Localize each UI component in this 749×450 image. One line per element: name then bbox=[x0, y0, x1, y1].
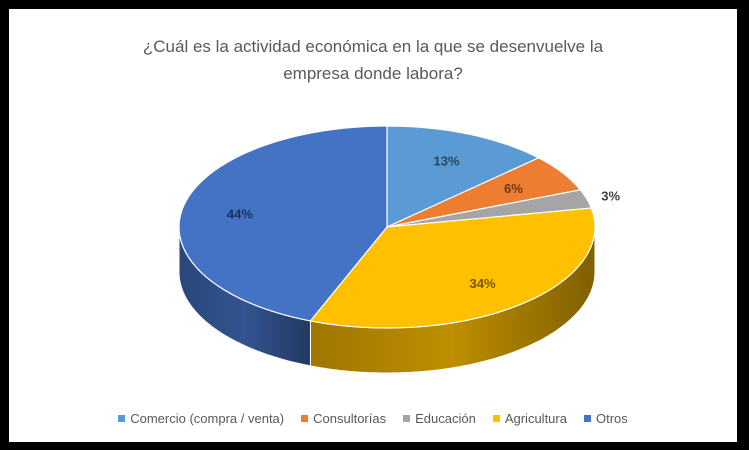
pie-slice-otros bbox=[178, 125, 388, 322]
legend-label-0: Comercio (compra / venta) bbox=[130, 411, 285, 426]
data-label-2: 3% bbox=[601, 188, 620, 203]
legend-label-3: Agricultura bbox=[504, 411, 567, 426]
data-label-4: 44% bbox=[227, 206, 253, 221]
legend-item-2: Educación bbox=[403, 411, 476, 426]
pie-slice-educaci-n bbox=[386, 189, 592, 228]
chart-area: ¿Cuál es la actividad económica en la qu… bbox=[9, 9, 737, 442]
chart-title-line-1: ¿Cuál es la actividad económica en la qu… bbox=[142, 37, 604, 56]
legend-item-3: Agricultura bbox=[492, 411, 567, 426]
chart-legend: Comercio (compra / venta) Consultorías Edu… bbox=[9, 411, 737, 426]
data-label-3: 34% bbox=[469, 276, 495, 291]
chart-title: ¿Cuál es la actividad económica en la qu… bbox=[9, 33, 737, 87]
legend-item-0: Comercio (compra / venta) bbox=[118, 411, 284, 426]
legend-item-4: Otros bbox=[583, 411, 628, 426]
legend-label-4: Otros bbox=[595, 411, 628, 426]
pie-slice-comercio-compra-venta bbox=[386, 125, 540, 228]
pie-top-faces bbox=[178, 125, 596, 329]
legend-swatch-4 bbox=[583, 415, 591, 422]
legend-swatch-3 bbox=[492, 415, 500, 422]
legend-swatch-1 bbox=[301, 415, 309, 422]
data-label-1: 6% bbox=[504, 181, 523, 196]
legend-swatch-2 bbox=[403, 415, 411, 422]
pie-slice-consultor-as bbox=[386, 157, 581, 228]
data-label-0: 13% bbox=[433, 153, 459, 168]
chart-title-line-2: empresa donde labora? bbox=[283, 64, 463, 83]
legend-swatch-0 bbox=[118, 415, 126, 422]
legend-item-1: Consultorías bbox=[301, 411, 386, 426]
data-labels: 13% 6% 3% 34% 44% bbox=[227, 153, 621, 291]
legend-label-1: Consultorías bbox=[313, 411, 387, 426]
pie-chart: 13% 6% 3% 34% 44% bbox=[178, 125, 621, 374]
pie-slice-agricultura bbox=[309, 207, 596, 329]
legend-label-2: Educación bbox=[415, 411, 476, 426]
